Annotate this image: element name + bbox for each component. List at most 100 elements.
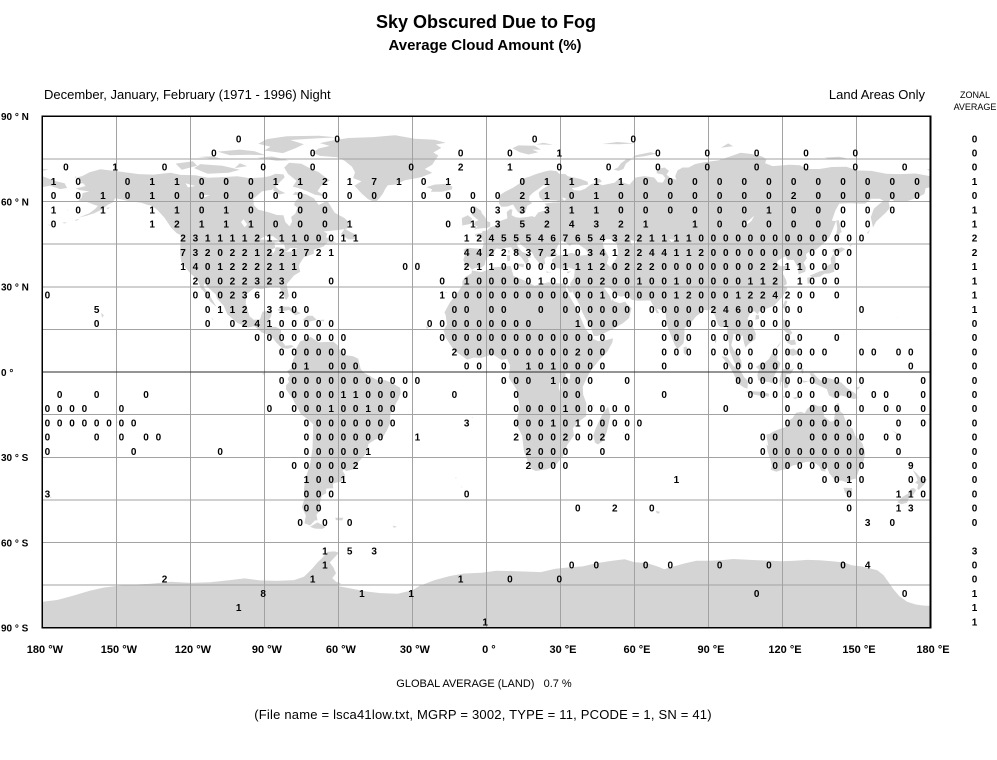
svg-text:0: 0 <box>661 291 667 302</box>
svg-text:0: 0 <box>902 589 908 600</box>
svg-text:0: 0 <box>304 234 310 245</box>
svg-text:0: 0 <box>772 248 778 259</box>
svg-text:0: 0 <box>390 404 396 415</box>
svg-text:0: 0 <box>785 390 791 401</box>
svg-text:1: 1 <box>544 191 550 202</box>
svg-text:0: 0 <box>661 262 667 273</box>
svg-text:0: 0 <box>643 177 649 188</box>
svg-text:0: 0 <box>742 177 748 188</box>
svg-text:0: 0 <box>353 418 359 429</box>
svg-text:0: 0 <box>809 447 815 458</box>
svg-text:0: 0 <box>742 220 748 231</box>
svg-text:0: 0 <box>698 262 704 273</box>
svg-text:2: 2 <box>230 262 236 273</box>
svg-text:1: 1 <box>908 489 914 500</box>
svg-text:0: 0 <box>754 589 760 600</box>
svg-text:0: 0 <box>291 305 297 316</box>
svg-text:0: 0 <box>328 234 334 245</box>
svg-text:0: 0 <box>834 418 840 429</box>
svg-text:0: 0 <box>809 347 815 358</box>
svg-text:0: 0 <box>846 376 852 387</box>
svg-text:0: 0 <box>507 575 513 586</box>
svg-text:1: 1 <box>359 589 365 600</box>
svg-text:2: 2 <box>458 163 464 174</box>
svg-text:0: 0 <box>316 390 322 401</box>
svg-text:0: 0 <box>316 461 322 472</box>
svg-text:0: 0 <box>809 461 815 472</box>
svg-text:0: 0 <box>279 376 285 387</box>
svg-text:0: 0 <box>587 276 593 287</box>
svg-text:1: 1 <box>174 177 180 188</box>
svg-text:2: 2 <box>193 276 199 287</box>
svg-text:3: 3 <box>972 546 978 557</box>
svg-text:2: 2 <box>242 319 248 330</box>
svg-text:0: 0 <box>557 575 563 586</box>
svg-text:4: 4 <box>723 305 729 316</box>
svg-text:6: 6 <box>575 234 581 245</box>
svg-text:0: 0 <box>489 347 495 358</box>
svg-text:1: 1 <box>563 404 569 415</box>
svg-text:4: 4 <box>865 561 871 572</box>
svg-text:2: 2 <box>600 262 606 273</box>
svg-text:0: 0 <box>587 418 593 429</box>
svg-text:0 °: 0 ° <box>1 368 13 379</box>
svg-text:0: 0 <box>723 347 729 358</box>
svg-text:0: 0 <box>972 489 978 500</box>
svg-text:0: 0 <box>279 347 285 358</box>
svg-text:0: 0 <box>846 504 852 515</box>
svg-text:0: 0 <box>834 234 840 245</box>
svg-text:8: 8 <box>260 589 266 600</box>
svg-text:0: 0 <box>304 390 310 401</box>
svg-text:1: 1 <box>972 617 978 628</box>
svg-text:1: 1 <box>51 205 57 216</box>
svg-text:1: 1 <box>507 163 513 174</box>
svg-text:7: 7 <box>180 248 186 259</box>
svg-text:1: 1 <box>594 191 600 202</box>
svg-text:1: 1 <box>972 589 978 600</box>
svg-text:1: 1 <box>587 262 593 273</box>
svg-text:0: 0 <box>563 390 569 401</box>
svg-text:0: 0 <box>920 418 926 429</box>
svg-text:1: 1 <box>674 276 680 287</box>
svg-text:0: 0 <box>612 418 618 429</box>
svg-text:0: 0 <box>538 433 544 444</box>
svg-text:0: 0 <box>304 504 310 515</box>
svg-text:1: 1 <box>766 205 772 216</box>
svg-text:0: 0 <box>920 489 926 500</box>
svg-text:2: 2 <box>180 234 186 245</box>
svg-text:0: 0 <box>772 447 778 458</box>
svg-text:1: 1 <box>291 234 297 245</box>
svg-text:0: 0 <box>797 461 803 472</box>
svg-text:0: 0 <box>772 347 778 358</box>
svg-text:2: 2 <box>972 248 978 259</box>
svg-text:0: 0 <box>834 433 840 444</box>
svg-text:1: 1 <box>149 177 155 188</box>
svg-text:2: 2 <box>785 291 791 302</box>
svg-text:0: 0 <box>464 347 470 358</box>
svg-text:1: 1 <box>267 234 273 245</box>
svg-text:0: 0 <box>550 262 556 273</box>
svg-text:0: 0 <box>908 362 914 373</box>
svg-text:0: 0 <box>489 319 495 330</box>
svg-text:4: 4 <box>538 234 544 245</box>
svg-text:0: 0 <box>513 418 519 429</box>
svg-text:0: 0 <box>378 390 384 401</box>
svg-text:0: 0 <box>476 333 482 344</box>
svg-text:0: 0 <box>501 262 507 273</box>
svg-text:0: 0 <box>920 376 926 387</box>
svg-text:0: 0 <box>748 262 754 273</box>
svg-text:0: 0 <box>785 447 791 458</box>
svg-text:2: 2 <box>526 447 532 458</box>
svg-text:0: 0 <box>723 362 729 373</box>
svg-text:0: 0 <box>550 276 556 287</box>
svg-text:0: 0 <box>896 404 902 415</box>
svg-text:0: 0 <box>322 205 328 216</box>
svg-text:0: 0 <box>686 333 692 344</box>
svg-text:0: 0 <box>972 447 978 458</box>
svg-text:2: 2 <box>476 234 482 245</box>
svg-text:0: 0 <box>612 262 618 273</box>
svg-text:0: 0 <box>402 262 408 273</box>
svg-text:1: 1 <box>112 163 118 174</box>
svg-text:0: 0 <box>550 433 556 444</box>
svg-text:1: 1 <box>569 177 575 188</box>
